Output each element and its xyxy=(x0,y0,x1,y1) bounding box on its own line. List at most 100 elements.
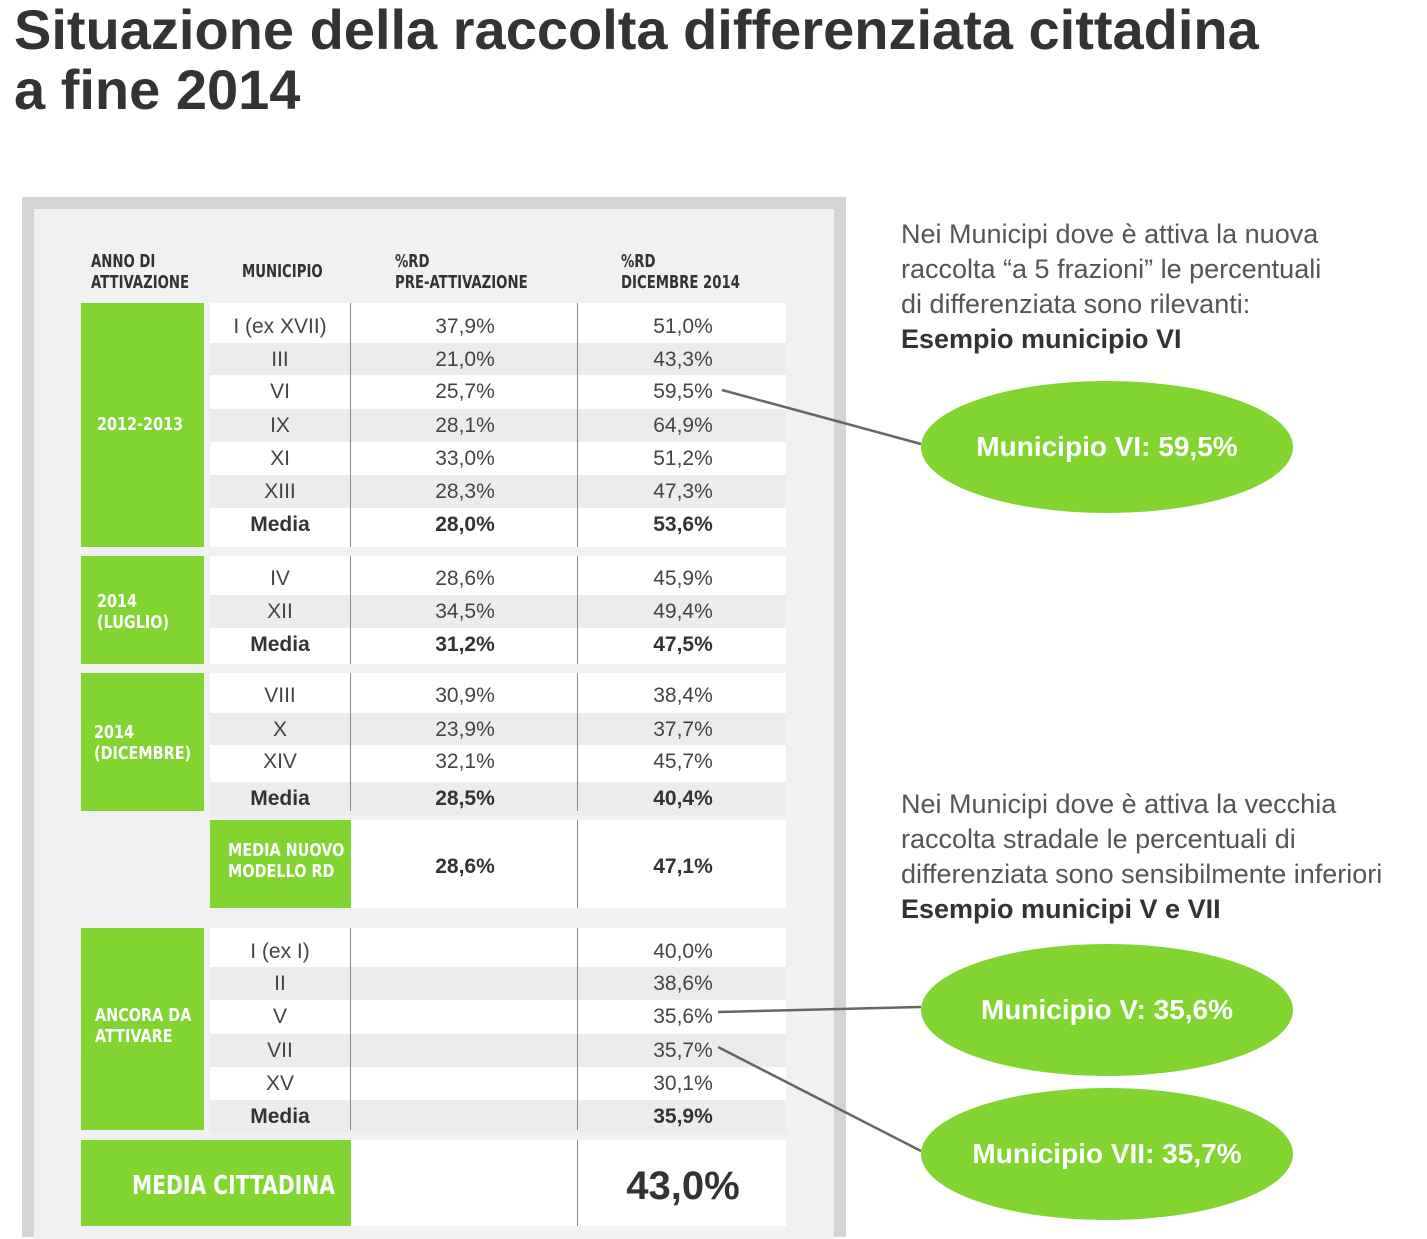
table-row-media: Media 28,5% 40,4% xyxy=(210,782,786,815)
group-label-2012-2013 xyxy=(81,303,204,547)
group-label-ancora-line-2: ATTIVARE xyxy=(95,1026,173,1047)
page-title: Situazione della raccolta differenziata … xyxy=(14,0,1414,120)
group-label-2014-dicembre xyxy=(81,673,204,811)
cell-dic: 47,5% xyxy=(653,633,713,656)
cell-municipio: Media xyxy=(250,787,310,810)
callout-municipio-v: Municipio V: 35,6% xyxy=(921,944,1293,1076)
cell-dic: 38,4% xyxy=(653,684,713,707)
cell-pre: 28,6% xyxy=(435,567,495,590)
column-divider xyxy=(577,303,578,547)
table-row: II 38,6% xyxy=(210,967,786,1000)
table-row: X 23,9% 37,7% xyxy=(210,713,786,746)
column-divider xyxy=(577,928,578,1130)
cell-municipio: XII xyxy=(267,600,293,623)
cell-pre: 28,5% xyxy=(435,787,495,810)
media-cittadina-bg xyxy=(351,1140,786,1226)
cell-pre: 21,0% xyxy=(435,348,495,371)
header-dic-line-2: DICEMBRE 2014 xyxy=(621,272,741,293)
table-row: XIV 32,1% 45,7% xyxy=(210,745,786,778)
column-divider xyxy=(577,1140,578,1226)
connector-vi xyxy=(721,388,922,446)
table-row: XV 30,1% xyxy=(210,1067,786,1100)
media-cittadina-text: MEDIA CITTADINA xyxy=(132,1171,335,1201)
cell-dic: 30,1% xyxy=(653,1072,713,1095)
cell-municipio: II xyxy=(274,972,286,995)
cell-pre: 32,1% xyxy=(435,750,495,773)
cell-dic: 51,0% xyxy=(653,315,713,338)
group-label-2014-luglio-text: 2014 (LUGLIO) xyxy=(97,591,169,633)
media-nuovo-line-2: MODELLO RD xyxy=(228,861,335,882)
table-row-media: Media 28,0% 53,6% xyxy=(210,508,786,541)
cell-municipio: IX xyxy=(270,414,290,437)
cell-municipio: VIII xyxy=(264,684,296,707)
group-label-2014-dicembre-line-2: (DICEMBRE) xyxy=(94,743,192,764)
cell-pre: 30,9% xyxy=(435,684,495,707)
group-label-2014-dicembre-line-1: 2014 xyxy=(94,722,135,743)
header-municipio: MUNICIPIO xyxy=(242,261,323,282)
callout-municipio-vii: Municipio VII: 35,7% xyxy=(921,1088,1293,1220)
annotation-bottom-line-2: raccolta stradale le percentuali di xyxy=(901,824,1296,854)
table-row: V 35,6% xyxy=(210,1000,786,1033)
table-row: I (ex XVII) 37,9% 51,0% xyxy=(210,310,786,343)
cell-dic: 64,9% xyxy=(653,414,713,437)
table-row: IV 28,6% 45,9% xyxy=(210,562,786,595)
cell-municipio: III xyxy=(271,348,289,371)
cell-dic: 53,6% xyxy=(653,513,713,536)
media-cittadina-label xyxy=(81,1140,351,1226)
cell-dic: 37,7% xyxy=(653,718,713,741)
column-divider xyxy=(350,556,351,664)
group-label-ancora-line-1: ANCORA DA xyxy=(95,1005,192,1026)
table-row: VII 35,7% xyxy=(210,1034,786,1067)
group-label-ancora-da-attivare xyxy=(81,928,204,1130)
annotation-top: Nei Municipi dove è attiva la nuova racc… xyxy=(901,217,1321,357)
cell-dic: 47,3% xyxy=(653,480,713,503)
header-pre-attivazione: %RD PRE-ATTIVAZIONE xyxy=(395,251,528,293)
table-row-media: Media 35,9% xyxy=(210,1100,786,1133)
cell-pre: 28,1% xyxy=(435,414,495,437)
group-label-2012-2013-text: 2012-2013 xyxy=(97,414,184,435)
cell-municipio: Media xyxy=(250,633,310,656)
annotation-bottom-bold: Esempio municipi V e VII xyxy=(901,894,1221,924)
media-nuovo-modello-label xyxy=(210,820,351,908)
cell-municipio: I (ex XVII) xyxy=(233,315,327,338)
column-divider xyxy=(350,928,351,1130)
cell-pre: 37,9% xyxy=(435,315,495,338)
media-cittadina-value: 43,0% xyxy=(626,1164,740,1208)
table-row: III 21,0% 43,3% xyxy=(210,343,786,376)
header-pre-line-1: %RD xyxy=(395,251,430,272)
header-anno-line-1: ANNO DI xyxy=(91,251,156,272)
cell-municipio: XV xyxy=(265,1072,294,1095)
column-divider xyxy=(577,673,578,811)
connector-v xyxy=(717,1005,922,1014)
column-divider xyxy=(350,303,351,547)
header-anno-line-2: ATTIVAZIONE xyxy=(91,272,190,293)
cell-municipio: Media xyxy=(250,1105,310,1128)
table-row: IX 28,1% 64,9% xyxy=(210,409,786,442)
table-row: XI 33,0% 51,2% xyxy=(210,442,786,475)
cell-municipio: VII xyxy=(267,1039,293,1062)
group-label-2014-luglio xyxy=(81,556,204,664)
table-row-media: Media 31,2% 47,5% xyxy=(210,628,786,661)
cell-dic: 35,6% xyxy=(653,1005,713,1028)
group-label-2014-luglio-line-1: 2014 xyxy=(97,591,138,612)
cell-pre: 23,9% xyxy=(435,718,495,741)
media-nuovo-bg xyxy=(351,820,786,908)
annotation-bottom-line-3: differenziata sono sensibilmente inferio… xyxy=(901,859,1383,889)
cell-municipio: I (ex I) xyxy=(250,940,310,963)
callout-municipio-vi: Municipio VI: 59,5% xyxy=(921,381,1293,513)
header-pre-line-2: PRE-ATTIVAZIONE xyxy=(395,272,528,293)
table-row: XII 34,5% 49,4% xyxy=(210,595,786,628)
cell-dic: 35,7% xyxy=(653,1039,713,1062)
annotation-bottom: Nei Municipi dove è attiva la vecchia ra… xyxy=(901,787,1382,927)
header-dicembre-2014: %RD DICEMBRE 2014 xyxy=(621,251,740,293)
cell-pre: 28,3% xyxy=(435,480,495,503)
cell-pre: 25,7% xyxy=(435,380,495,403)
annotation-top-line-1: Nei Municipi dove è attiva la nuova xyxy=(901,219,1319,249)
cell-dic: 59,5% xyxy=(653,380,713,403)
connector-vii xyxy=(717,1045,922,1153)
cell-pre: 34,5% xyxy=(435,600,495,623)
annotation-top-bold: Esempio municipio VI xyxy=(901,324,1182,354)
cell-dic: 40,0% xyxy=(653,940,713,963)
annotation-top-line-2: raccolta “a 5 frazioni” le percentuali xyxy=(901,254,1322,284)
